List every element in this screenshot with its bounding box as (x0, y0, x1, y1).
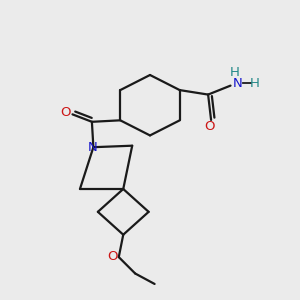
Text: H: H (250, 77, 259, 90)
Text: O: O (204, 120, 215, 133)
Text: N: N (88, 141, 98, 154)
Text: O: O (61, 106, 71, 119)
Text: N: N (233, 77, 243, 90)
Text: H: H (230, 66, 240, 79)
Text: O: O (107, 250, 117, 263)
